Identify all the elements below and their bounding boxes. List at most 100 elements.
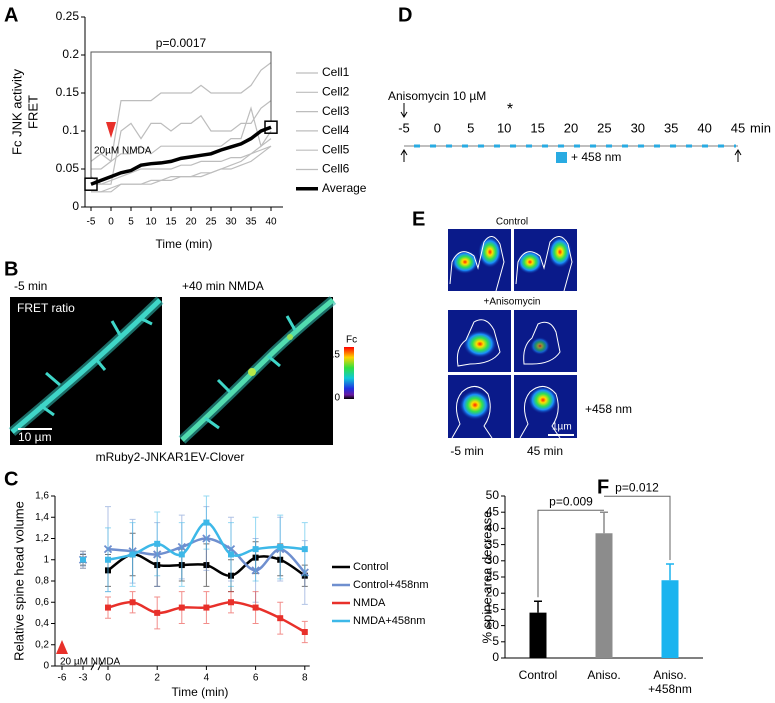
y-tick-label: 0.2 [62, 47, 79, 61]
signal [451, 250, 479, 274]
y-tick-label: 0 [492, 650, 499, 664]
panel-letter: C [4, 468, 18, 490]
series-line [90, 100, 272, 185]
legend-label: Cell5 [322, 142, 350, 156]
arrow [400, 103, 408, 118]
signal [548, 236, 572, 268]
marker-label: * [507, 101, 513, 118]
treatment-label: Anisomycin 10 µM [388, 89, 486, 103]
timeline-tick-label: 45 [731, 120, 745, 135]
y-tick-label: 0,2 [35, 639, 49, 650]
hot-spot [287, 334, 293, 340]
y-tick-label: 1,6 [35, 491, 49, 502]
legend-label: Control+458nm [353, 579, 429, 591]
y-tick-label: 50 [486, 488, 500, 502]
y-tick-label: 10 [486, 618, 500, 632]
data-point [228, 551, 234, 558]
outline [449, 236, 505, 292]
x-tick-label: Aniso. [587, 668, 620, 682]
bar [595, 533, 613, 658]
data-point [129, 599, 136, 606]
colorbar-title: Fc [346, 335, 357, 346]
timeline-tick-label: 40 [697, 120, 711, 135]
image-row [448, 310, 577, 372]
condition-label: Control [496, 217, 528, 228]
x-tick-label: -3 [79, 673, 88, 684]
panel-letter: E [412, 208, 425, 230]
legend-label: Cell2 [322, 84, 350, 98]
legend-label: Cell3 [322, 104, 350, 118]
legend-label: Average [322, 181, 367, 195]
y-tick-label: 25 [486, 569, 500, 583]
timeline-tick-label: 25 [597, 120, 611, 135]
y-tick-label: 15 [486, 602, 500, 616]
dendrite [178, 296, 337, 444]
data-point [154, 609, 161, 616]
x-tick-label: 5 [128, 217, 134, 228]
timeline-tick-label: 20 [564, 120, 578, 135]
image-row [448, 229, 577, 292]
legend-swatch [556, 152, 567, 163]
colorbar-label: 0 [334, 393, 340, 404]
significance-bracket [604, 495, 671, 561]
significance-bracket [90, 51, 272, 179]
arrow [734, 149, 742, 162]
stimulus-label: 20µM NMDA [94, 146, 152, 157]
series-line [90, 125, 272, 186]
signal [517, 250, 543, 274]
legend-label: Cell1 [322, 65, 350, 79]
timeline-tick-label: 0 [434, 120, 441, 135]
signal [530, 337, 550, 355]
outline [523, 321, 561, 365]
panel-letter: D [398, 4, 412, 26]
panel-letter: B [4, 258, 18, 280]
signal [459, 390, 491, 420]
error-bar [666, 563, 674, 581]
x-tick-label: 30 [225, 217, 237, 228]
x-tick-label: Control [519, 668, 558, 682]
x-axis-label: Time (min) [156, 237, 213, 251]
y-axis-label: FRET [25, 95, 40, 129]
outline [451, 386, 493, 439]
series-line [90, 106, 272, 163]
condition-label: +458 nm [585, 402, 632, 416]
x-tick-label: -6 [58, 673, 67, 684]
condition-label: +Anisomycin [484, 297, 541, 308]
y-tick-label: 30 [486, 553, 500, 567]
legend-label: NMDA+458nm [353, 615, 425, 627]
timeline-tick-label: 5 [467, 120, 474, 135]
stimulus-marker [56, 640, 68, 654]
legend-label: Cell4 [322, 123, 350, 137]
spines [39, 316, 153, 417]
error-bar [600, 511, 608, 534]
panel-letter: F [597, 476, 609, 498]
y-tick-label: 0 [43, 661, 49, 672]
timeline-tick-label: 10 [497, 120, 511, 135]
x-tick-label: 8 [302, 673, 308, 684]
data-point [301, 546, 308, 553]
bar [529, 612, 547, 658]
outline [519, 386, 561, 439]
series-line [91, 145, 272, 193]
y-tick-label: 35 [486, 537, 500, 551]
signal [463, 330, 497, 358]
y-tick-label: 0.15 [56, 85, 80, 99]
error-bar [534, 600, 542, 613]
data-point [277, 615, 284, 622]
significance-bracket [537, 509, 604, 598]
stat-label: p=0.0017 [156, 36, 207, 50]
series-line [91, 145, 272, 185]
dendrite-core [10, 298, 162, 434]
caption: mRuby2-JNKAR1EV-Clover [96, 450, 245, 464]
y-tick-label: 0,8 [35, 576, 49, 587]
data-point [105, 556, 111, 563]
legend-label: + 458 nm [571, 150, 621, 164]
legend-label: NMDA [353, 597, 386, 609]
spines [204, 315, 297, 430]
x-tick-label-line: Control [519, 668, 558, 682]
x-tick-label-line: Aniso. [587, 668, 620, 682]
x-tick-label-line: Aniso. [653, 668, 686, 682]
x-tick-label: 15 [165, 217, 177, 228]
scale-bar-label: 10 µm [18, 430, 52, 444]
